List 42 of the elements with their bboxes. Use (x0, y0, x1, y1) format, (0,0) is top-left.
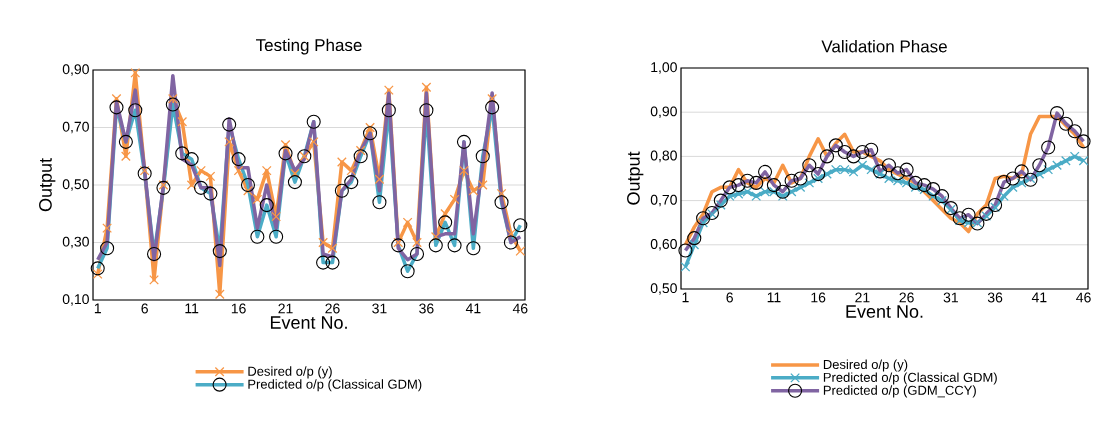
y-tick-label: 0,30 (62, 236, 89, 249)
x-axis-title: Event No. (846, 305, 923, 318)
y-tick-label: 0,60 (650, 239, 677, 251)
chart-title: Testing Phase (255, 38, 362, 55)
x-tick-label: 31 (943, 292, 958, 303)
y-tick-label: 0,50 (650, 283, 677, 295)
legend-label: Predicted o/p (GDM_CCY) (823, 385, 976, 398)
x-tick-label: 36 (987, 292, 1003, 303)
y-tick-label: 0,10 (62, 294, 89, 306)
x-tick-label: 26 (899, 292, 914, 303)
legend-label: Predicted o/p (Classical GDM) (248, 379, 422, 392)
x-tick-label: 11 (185, 303, 199, 314)
chart-title: Validation Phase (821, 39, 947, 53)
x-tick-label: 46 (1076, 292, 1091, 303)
x-tick-label: 1 (682, 292, 689, 303)
x-tick-label: 31 (372, 303, 387, 314)
x-tick-label: 16 (811, 292, 826, 303)
y-tick-label: 0,70 (650, 194, 677, 207)
x-tick-label: 16 (231, 303, 246, 314)
y-tick-label: 1,00 (651, 62, 677, 74)
y-axis-title: Output (627, 151, 644, 205)
x-tick-label: 6 (726, 292, 733, 303)
y-tick-label: 0,50 (62, 179, 89, 191)
x-tick-label: 1 (94, 303, 101, 314)
x-tick-label: 41 (1031, 292, 1047, 303)
legend-label: Desired o/p (y) (823, 359, 908, 372)
y-tick-label: 0,90 (62, 64, 89, 76)
x-tick-label: 36 (419, 303, 434, 314)
x-tick-label: 26 (325, 303, 340, 314)
x-axis-title: Event No. (270, 316, 347, 329)
legend-label: Predicted o/p (Classical GDM) (823, 372, 997, 385)
x-tick-label: 11 (767, 292, 781, 303)
y-tick-label: 0,90 (650, 106, 677, 118)
x-tick-label: 6 (141, 303, 148, 314)
x-tick-label: 41 (465, 303, 481, 314)
x-tick-label: 46 (512, 303, 528, 314)
legend-label: Desired o/p (y) (248, 366, 332, 379)
y-axis-title: Output (39, 158, 56, 212)
y-tick-label: 0,80 (650, 150, 677, 163)
x-tick-label: 21 (278, 303, 293, 314)
y-tick-label: 0,70 (62, 121, 89, 134)
x-tick-label: 21 (855, 292, 870, 303)
